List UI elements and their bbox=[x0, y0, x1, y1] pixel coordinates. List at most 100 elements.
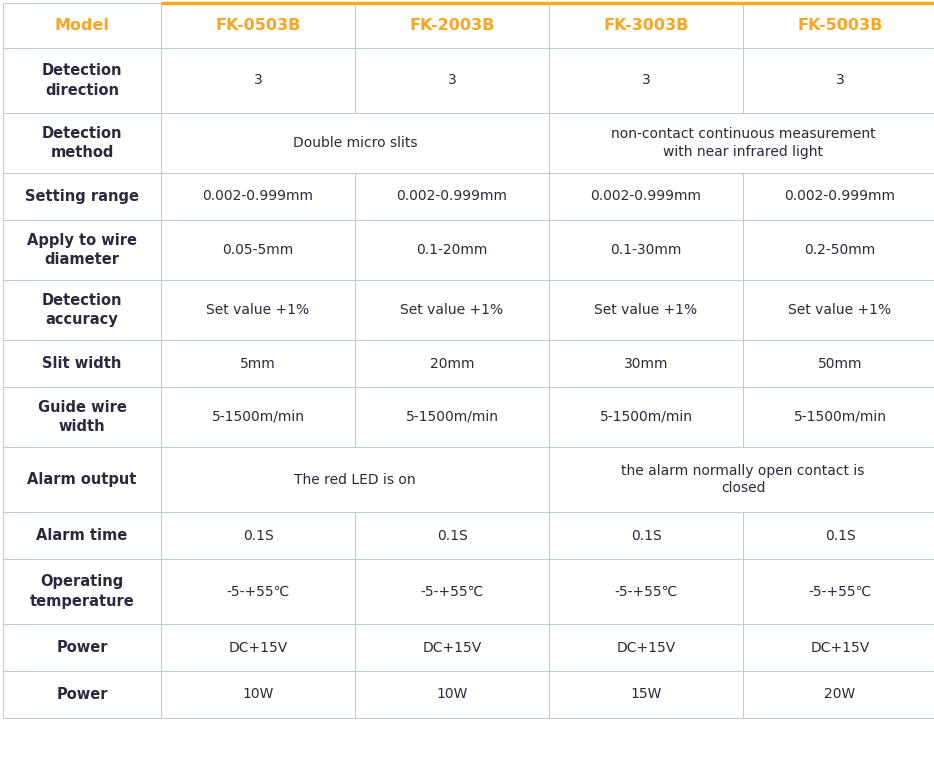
Bar bbox=[549, 447, 934, 512]
Text: FK-2003B: FK-2003B bbox=[409, 18, 495, 33]
Bar bbox=[355, 220, 549, 280]
Text: -5-+55℃: -5-+55℃ bbox=[226, 584, 290, 598]
Text: -5-+55℃: -5-+55℃ bbox=[420, 584, 484, 598]
Bar bbox=[3, 671, 161, 718]
Bar bbox=[549, 559, 743, 624]
Text: 0.1S: 0.1S bbox=[243, 528, 274, 542]
Bar bbox=[355, 624, 549, 671]
Bar bbox=[743, 340, 934, 387]
Bar bbox=[743, 387, 934, 447]
Text: 0.1-20mm: 0.1-20mm bbox=[417, 243, 488, 257]
Text: Apply to wire
diameter: Apply to wire diameter bbox=[27, 233, 137, 267]
Text: 5mm: 5mm bbox=[240, 356, 276, 370]
Text: -5-+55℃: -5-+55℃ bbox=[615, 584, 678, 598]
Text: Guide wire
width: Guide wire width bbox=[37, 400, 126, 434]
Bar bbox=[355, 387, 549, 447]
Bar bbox=[549, 173, 743, 220]
Text: Alarm output: Alarm output bbox=[27, 472, 136, 487]
Bar bbox=[3, 512, 161, 559]
Text: Set value +1%: Set value +1% bbox=[206, 303, 309, 317]
Bar bbox=[549, 671, 743, 718]
Text: the alarm normally open contact is
closed: the alarm normally open contact is close… bbox=[621, 464, 865, 495]
Text: 20W: 20W bbox=[825, 687, 856, 701]
Bar bbox=[161, 113, 549, 173]
Text: 50mm: 50mm bbox=[818, 356, 862, 370]
Bar bbox=[549, 113, 934, 173]
Text: non-contact continuous measurement
with near infrared light: non-contact continuous measurement with … bbox=[611, 127, 875, 159]
Text: FK-0503B: FK-0503B bbox=[216, 18, 301, 33]
Text: Alarm time: Alarm time bbox=[36, 528, 128, 543]
Bar bbox=[3, 447, 161, 512]
Bar bbox=[743, 3, 934, 48]
Bar bbox=[161, 220, 355, 280]
Text: 3: 3 bbox=[836, 74, 844, 88]
Bar bbox=[161, 280, 355, 340]
Bar bbox=[355, 3, 549, 48]
Bar bbox=[549, 387, 743, 447]
Text: Model: Model bbox=[54, 18, 109, 33]
Text: 5-1500m/min: 5-1500m/min bbox=[405, 410, 499, 424]
Text: DC+15V: DC+15V bbox=[811, 641, 870, 654]
Text: 0.1-30mm: 0.1-30mm bbox=[610, 243, 682, 257]
Bar bbox=[3, 113, 161, 173]
Text: DC+15V: DC+15V bbox=[422, 641, 482, 654]
Bar bbox=[161, 447, 549, 512]
Bar bbox=[743, 671, 934, 718]
Bar bbox=[549, 624, 743, 671]
Text: 0.002-0.999mm: 0.002-0.999mm bbox=[203, 190, 314, 204]
Text: 0.05-5mm: 0.05-5mm bbox=[222, 243, 293, 257]
Text: 0.1S: 0.1S bbox=[825, 528, 856, 542]
Text: Double micro slits: Double micro slits bbox=[292, 136, 417, 150]
Text: 10W: 10W bbox=[242, 687, 274, 701]
Bar bbox=[743, 173, 934, 220]
Text: 0.1S: 0.1S bbox=[436, 528, 467, 542]
Text: DC+15V: DC+15V bbox=[616, 641, 675, 654]
Bar bbox=[355, 559, 549, 624]
Text: The red LED is on: The red LED is on bbox=[294, 472, 416, 486]
Text: DC+15V: DC+15V bbox=[229, 641, 288, 654]
Bar bbox=[161, 387, 355, 447]
Bar bbox=[549, 48, 743, 113]
Text: 0.002-0.999mm: 0.002-0.999mm bbox=[785, 190, 896, 204]
Bar bbox=[355, 340, 549, 387]
Text: 10W: 10W bbox=[436, 687, 468, 701]
Bar bbox=[3, 624, 161, 671]
Bar bbox=[161, 512, 355, 559]
Text: Power: Power bbox=[56, 640, 107, 655]
Bar bbox=[743, 624, 934, 671]
Text: 5-1500m/min: 5-1500m/min bbox=[794, 410, 886, 424]
Bar bbox=[161, 48, 355, 113]
Bar bbox=[3, 559, 161, 624]
Text: Set value +1%: Set value +1% bbox=[401, 303, 503, 317]
Bar bbox=[549, 220, 743, 280]
Bar bbox=[549, 512, 743, 559]
Text: -5-+55℃: -5-+55℃ bbox=[808, 584, 871, 598]
Text: 5-1500m/min: 5-1500m/min bbox=[600, 410, 692, 424]
Bar bbox=[743, 280, 934, 340]
Bar bbox=[161, 340, 355, 387]
Bar bbox=[355, 512, 549, 559]
Bar bbox=[161, 624, 355, 671]
Text: 3: 3 bbox=[447, 74, 457, 88]
Bar bbox=[161, 559, 355, 624]
Bar bbox=[161, 173, 355, 220]
Text: 20mm: 20mm bbox=[430, 356, 474, 370]
Bar bbox=[355, 48, 549, 113]
Text: 15W: 15W bbox=[630, 687, 661, 701]
Text: 0.1S: 0.1S bbox=[630, 528, 661, 542]
Text: 5-1500m/min: 5-1500m/min bbox=[211, 410, 304, 424]
Bar bbox=[161, 671, 355, 718]
Bar bbox=[3, 48, 161, 113]
Bar bbox=[3, 387, 161, 447]
Bar bbox=[743, 512, 934, 559]
Text: Operating
temperature: Operating temperature bbox=[30, 574, 134, 608]
Bar bbox=[549, 340, 743, 387]
Text: Set value +1%: Set value +1% bbox=[788, 303, 892, 317]
Bar bbox=[3, 340, 161, 387]
Bar bbox=[549, 3, 743, 48]
Bar bbox=[743, 48, 934, 113]
Text: Detection
method: Detection method bbox=[42, 126, 122, 160]
Text: Slit width: Slit width bbox=[42, 356, 121, 371]
Bar bbox=[355, 280, 549, 340]
Bar bbox=[355, 173, 549, 220]
